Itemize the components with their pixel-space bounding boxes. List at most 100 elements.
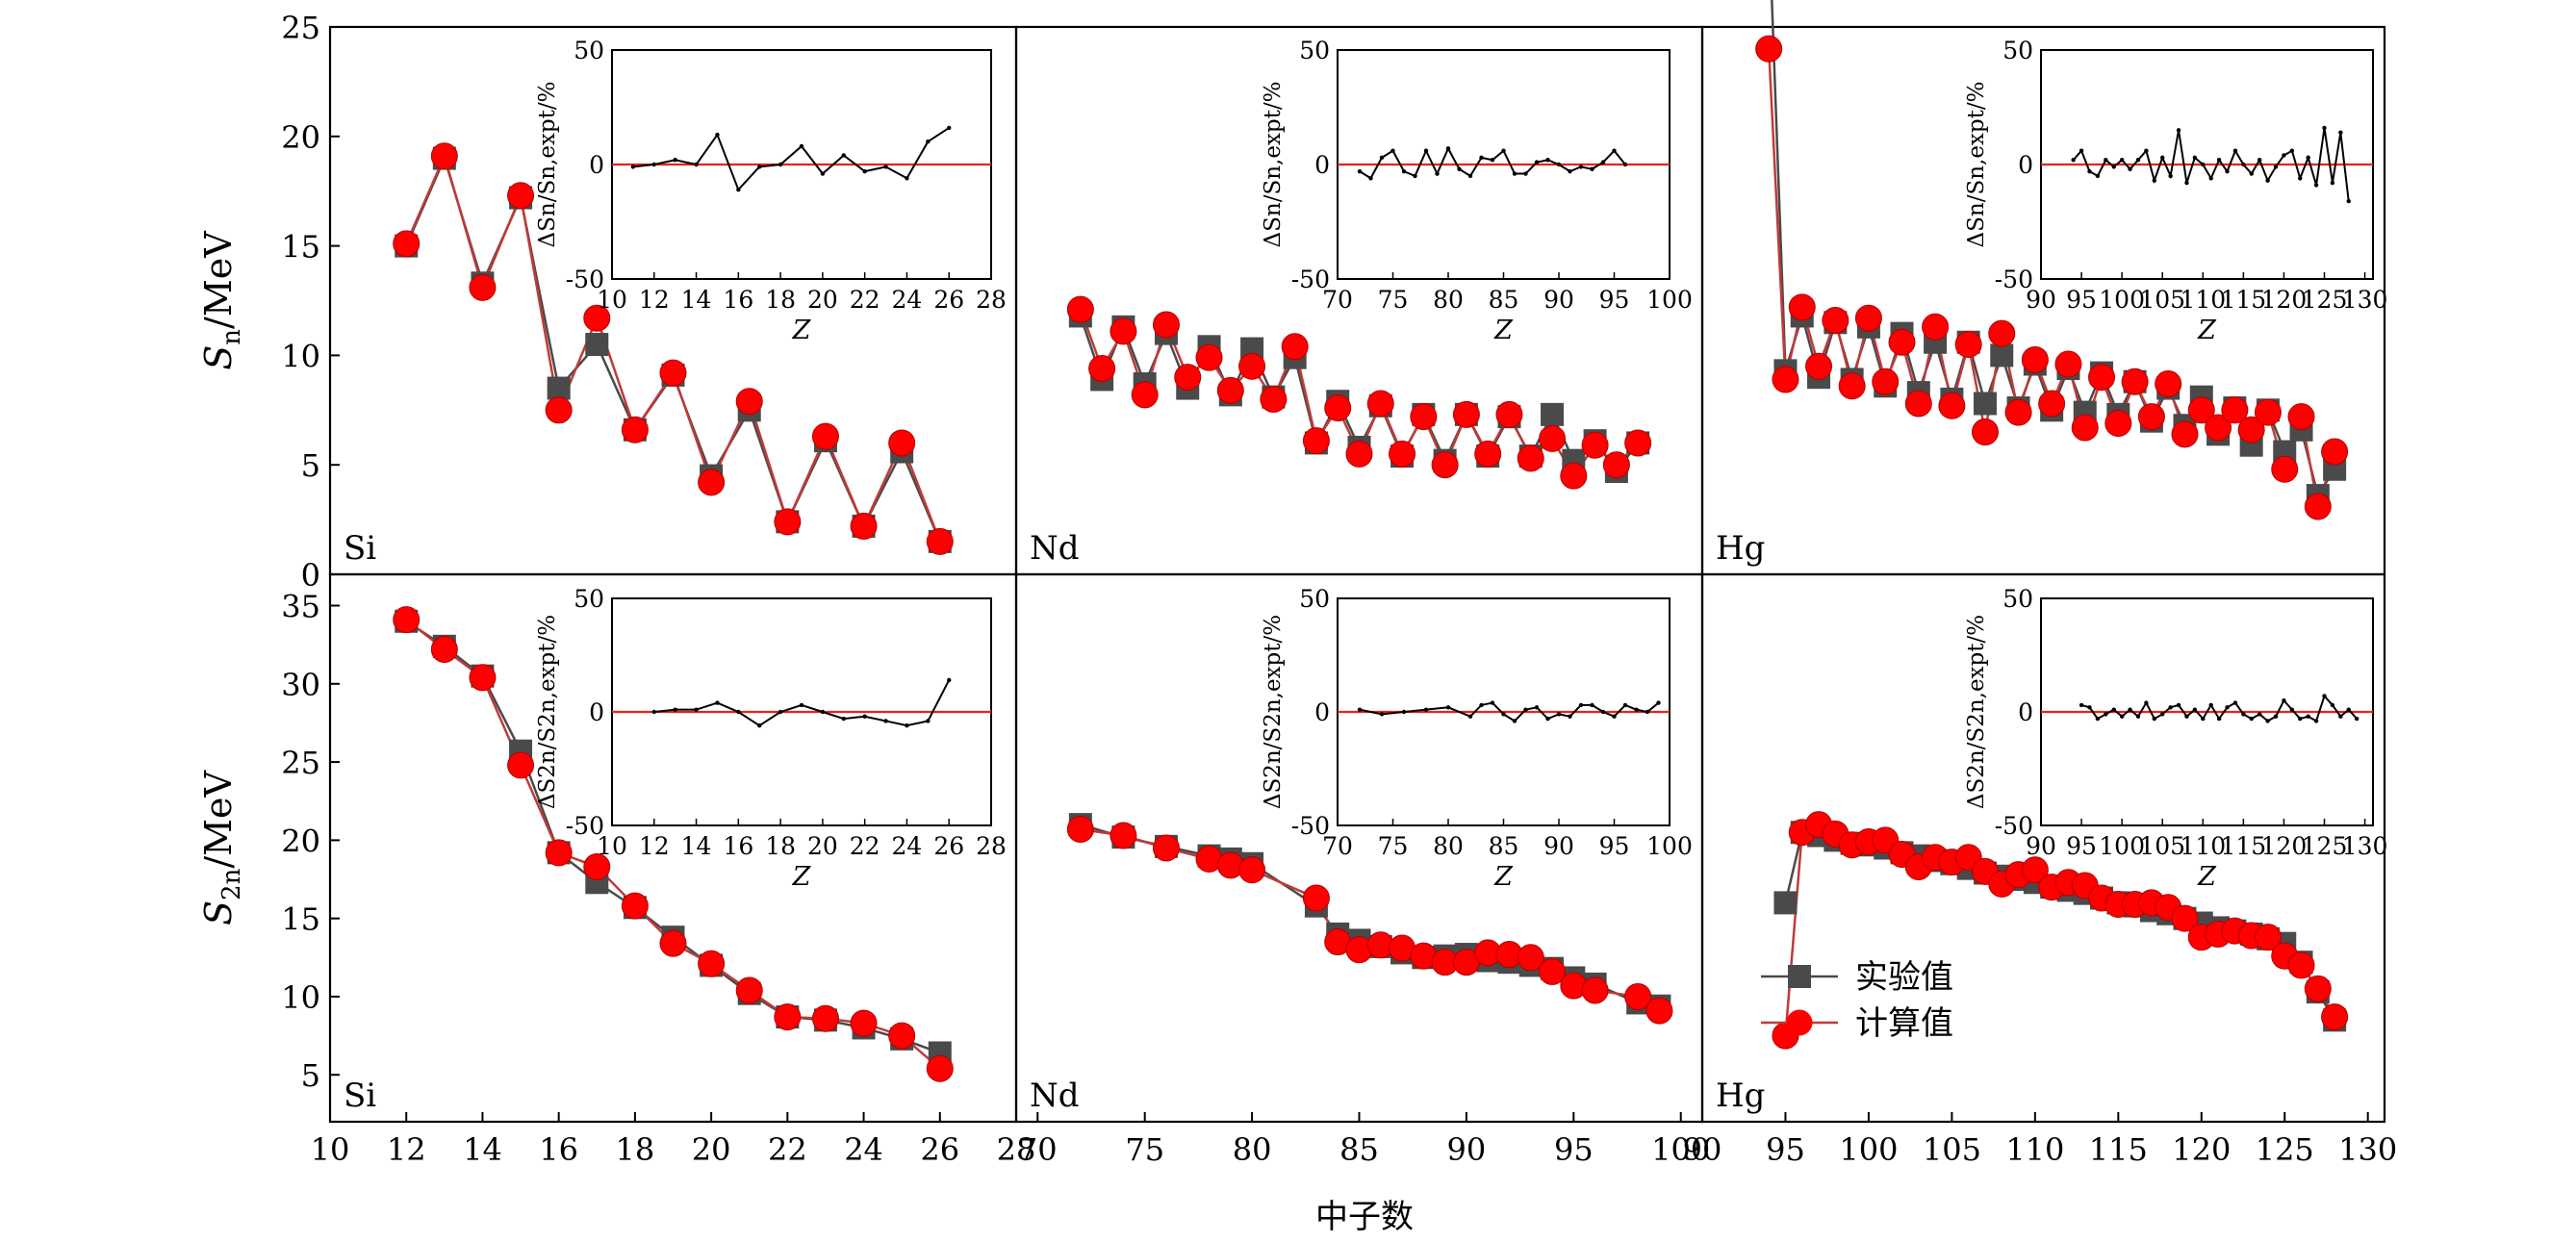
legend-label: 计算值 bbox=[1855, 1004, 1953, 1043]
calculation-point bbox=[2121, 368, 2149, 395]
y-tick-label: 35 bbox=[281, 589, 320, 625]
calculation-point bbox=[2271, 455, 2299, 483]
calculation-point bbox=[469, 664, 497, 692]
inset-x-tick-label: 28 bbox=[976, 286, 1007, 314]
inset-point bbox=[2249, 171, 2254, 176]
inset-y-label: ΔS2n/S2n,expt/% bbox=[535, 615, 560, 809]
x-tick-label: 24 bbox=[844, 1131, 883, 1168]
calculation-point bbox=[1324, 394, 1352, 422]
y-axis-label: S2n/MeV bbox=[197, 770, 246, 925]
y-tick-label: 10 bbox=[281, 338, 320, 374]
inset-x-tick-label: 95 bbox=[2066, 832, 2097, 860]
calculation-point bbox=[1805, 352, 1833, 380]
inset-point bbox=[841, 716, 846, 722]
x-tick-label: 95 bbox=[1554, 1131, 1594, 1168]
legend-label: 实验值 bbox=[1855, 958, 1953, 997]
inset-deviation-line bbox=[632, 127, 950, 192]
inset-y-tick-label: -50 bbox=[566, 812, 604, 840]
inset-point bbox=[2208, 176, 2213, 181]
calculation-point bbox=[1281, 333, 1309, 361]
inset-point bbox=[1368, 176, 1373, 181]
inset-point bbox=[2184, 180, 2189, 186]
inset-y-label: ΔS2n/S2n,expt/% bbox=[1261, 615, 1286, 809]
inset-y-tick-label: 0 bbox=[589, 151, 604, 179]
calculation-point bbox=[698, 469, 726, 496]
inset-point bbox=[2128, 166, 2132, 171]
inset-point bbox=[757, 165, 762, 169]
calculation-point bbox=[583, 304, 611, 332]
calculation-point bbox=[926, 1054, 954, 1082]
inset-point bbox=[673, 158, 677, 163]
calculation-point bbox=[2304, 493, 2332, 520]
inset-top-nd: -50 0 50 70 75 80 85 90 95 100 Z ΔSn/Sn,expt/% bbox=[1261, 37, 1693, 345]
calculation-point bbox=[2104, 409, 2132, 437]
inset-point bbox=[778, 709, 783, 715]
inset-point bbox=[1490, 700, 1495, 705]
inset-point bbox=[2144, 148, 2149, 153]
legend-entry: 实验值 bbox=[1761, 958, 1953, 997]
inset-point bbox=[2289, 707, 2295, 712]
inset-x-tick-label: 105 bbox=[2139, 832, 2185, 860]
calculation-point bbox=[621, 892, 649, 920]
inset-point bbox=[2079, 148, 2084, 153]
y-tick-label: 15 bbox=[281, 901, 320, 938]
x-tick-label: 14 bbox=[463, 1131, 502, 1168]
inset-x-tick-label: 16 bbox=[723, 286, 753, 314]
x-tick-label: 26 bbox=[920, 1131, 959, 1168]
inset-point bbox=[2249, 716, 2254, 722]
legend-entry: 计算值 bbox=[1761, 1004, 1953, 1043]
x-tick-label: 100 bbox=[1651, 1131, 1710, 1168]
inset-point bbox=[2322, 694, 2327, 698]
inset-point bbox=[883, 719, 888, 723]
calculation-point bbox=[1938, 392, 1966, 419]
x-tick-label: 12 bbox=[387, 1131, 426, 1168]
calculation-point bbox=[1066, 295, 1094, 323]
inset-point bbox=[1445, 146, 1451, 151]
inset-x-tick-label: 100 bbox=[2099, 286, 2145, 314]
element-label: Si bbox=[344, 529, 376, 568]
inset-point bbox=[2313, 183, 2319, 188]
calculation-point bbox=[1066, 815, 1094, 843]
calculation-point bbox=[2054, 350, 2082, 378]
x-tick-label: 18 bbox=[616, 1131, 655, 1168]
element-label: Nd bbox=[1030, 1077, 1080, 1115]
calculation-point bbox=[430, 636, 458, 664]
calculation-point bbox=[1238, 856, 1266, 884]
inset-point bbox=[841, 153, 846, 158]
calculation-point bbox=[1602, 451, 1630, 479]
x-tick-label: 28 bbox=[997, 1131, 1036, 1168]
inset-y-tick-label: -50 bbox=[1995, 812, 2033, 840]
x-tick-label: 90 bbox=[1447, 1131, 1487, 1168]
x-tick-label: 70 bbox=[1018, 1131, 1058, 1168]
calculation-point bbox=[621, 416, 649, 444]
x-tick-label: 22 bbox=[768, 1131, 807, 1168]
inset-point bbox=[926, 719, 931, 723]
calculation-point bbox=[1152, 834, 1180, 862]
inset-point bbox=[2216, 158, 2222, 163]
inset-point bbox=[651, 162, 656, 167]
x-tick-label: 85 bbox=[1339, 1131, 1379, 1168]
inset-x-tick-label: 70 bbox=[1322, 832, 1353, 860]
calculation-point bbox=[926, 527, 954, 555]
experiment-point bbox=[1973, 392, 1997, 416]
calculation-point bbox=[2254, 398, 2282, 426]
inset-point bbox=[1612, 714, 1617, 719]
inset-x-tick-label: 90 bbox=[1543, 286, 1574, 314]
inset-point bbox=[1656, 700, 1661, 705]
calculation-point bbox=[1302, 884, 1330, 912]
inset-x-label: Z bbox=[2197, 862, 2217, 892]
inset-point bbox=[2298, 176, 2303, 181]
inset-point bbox=[2257, 712, 2262, 717]
inset-point bbox=[2079, 702, 2084, 708]
inset-x-tick-label: 14 bbox=[681, 832, 712, 860]
inset-y-tick-label: -50 bbox=[1291, 812, 1330, 840]
calculation-point bbox=[2321, 438, 2349, 466]
experiment-point bbox=[585, 333, 609, 357]
inset-x-tick-label: 28 bbox=[976, 832, 1007, 860]
inset-point bbox=[2119, 714, 2125, 719]
inset-point bbox=[2225, 168, 2230, 174]
y-tick-label: 15 bbox=[281, 229, 320, 266]
